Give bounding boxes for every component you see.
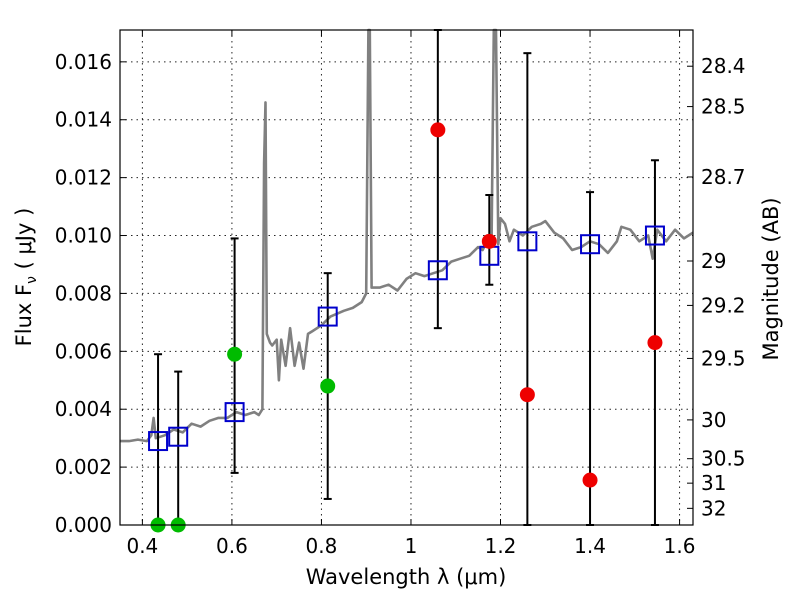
model-photometry-square bbox=[148, 431, 169, 452]
model-photometry-layer bbox=[148, 225, 665, 452]
x-axis: 0.4 0.6 0.8 1 1.2 1.4 1.6 bbox=[126, 30, 695, 558]
y-tick-label: 0.016 bbox=[55, 50, 112, 74]
y-axis-label-units: ( μJy ) bbox=[12, 208, 36, 276]
magnitude-tick-label: 28.5 bbox=[701, 95, 746, 119]
observed-flux-point bbox=[227, 346, 243, 362]
x-tick-label: 0.8 bbox=[306, 534, 338, 558]
x-tick-label: 0.6 bbox=[216, 534, 248, 558]
observed-points-layer bbox=[150, 122, 663, 533]
plot-frame bbox=[119, 29, 694, 526]
magnitude-tick-label: 30.5 bbox=[701, 447, 746, 471]
model-photometry-square bbox=[427, 260, 448, 281]
magnitude-tick-label: 31 bbox=[701, 471, 726, 495]
model-photometry-square bbox=[517, 231, 538, 252]
x-tick-label: 1.6 bbox=[664, 534, 696, 558]
model-photometry-square bbox=[224, 402, 245, 423]
observed-flux-point bbox=[519, 387, 535, 403]
magnitude-tick-label: 30 bbox=[701, 408, 726, 432]
observed-flux-point bbox=[320, 378, 336, 394]
model-photometry-square bbox=[580, 234, 601, 255]
magnitude-tick-label: 29 bbox=[701, 249, 726, 273]
observed-flux-point bbox=[481, 233, 497, 249]
y-tick-label: 0.008 bbox=[55, 281, 112, 305]
grid bbox=[120, 30, 693, 525]
observed-flux-point bbox=[582, 472, 598, 488]
y-tick-label: 0.004 bbox=[55, 397, 112, 421]
magnitude-tick-label: 29.2 bbox=[701, 293, 746, 317]
magnitude-tick-label: 28.7 bbox=[701, 165, 746, 189]
y-tick-label: 0.012 bbox=[55, 166, 112, 190]
magnitude-tick-label: 28.4 bbox=[701, 54, 746, 78]
y-tick-label: 0.010 bbox=[55, 224, 112, 248]
magnitude-tick-label: 29.5 bbox=[701, 346, 746, 370]
y-axis-label-main: Flux F bbox=[12, 284, 36, 346]
model-photometry-square bbox=[168, 426, 189, 447]
y-tick-label: 0.006 bbox=[55, 339, 112, 363]
x-tick-label: 0.4 bbox=[126, 534, 158, 558]
y-tick-label: 0.002 bbox=[55, 455, 112, 479]
y-tick-label: 0.014 bbox=[55, 108, 112, 132]
magnitude-axis-label: Magnitude (AB) bbox=[759, 197, 783, 360]
magnitude-tick-label: 32 bbox=[701, 496, 726, 520]
spectrum-layer bbox=[120, 28, 694, 443]
x-tick-label: 1.2 bbox=[485, 534, 517, 558]
x-tick-label: 1 bbox=[405, 534, 418, 558]
y-axis-label-subscript: ν bbox=[24, 276, 40, 284]
y-axis-label: Flux Fν ( μJy ) bbox=[12, 208, 40, 347]
observed-flux-point bbox=[430, 122, 446, 138]
x-tick-label: 1.4 bbox=[574, 534, 606, 558]
model-photometry-square bbox=[317, 306, 338, 327]
x-axis-label: Wavelength λ (μm) bbox=[306, 565, 507, 589]
y-tick-label: 0.000 bbox=[55, 513, 112, 537]
y-axis: 0.000 0.002 0.004 0.006 0.008 0.010 0.012 0.014… bbox=[55, 50, 126, 537]
spectrum-line bbox=[120, 28, 694, 443]
model-photometry-square bbox=[644, 225, 665, 246]
observed-flux-point bbox=[647, 335, 663, 351]
